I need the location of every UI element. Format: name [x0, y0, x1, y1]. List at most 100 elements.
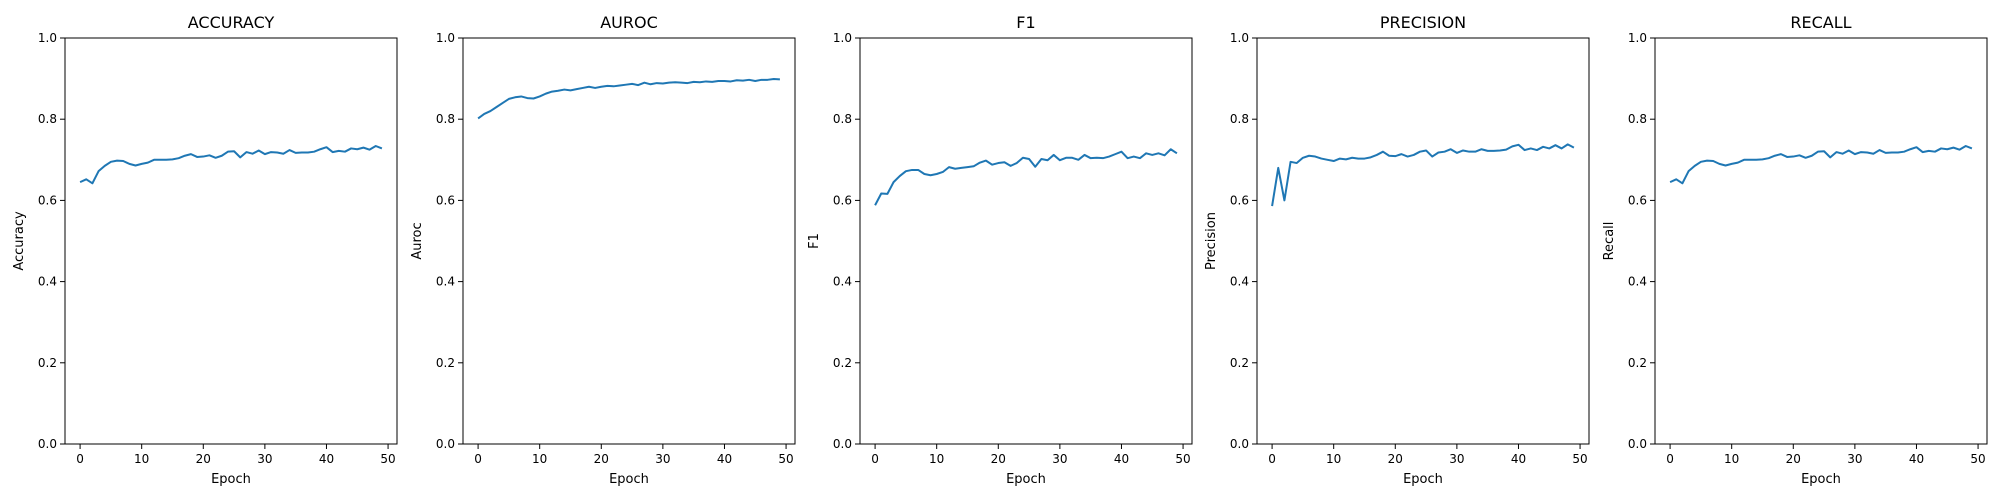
- data-point: [935, 173, 937, 175]
- data-point: [1829, 156, 1831, 158]
- data-point: [711, 81, 713, 83]
- x-tick-label: 0: [1666, 452, 1674, 466]
- data-point: [1059, 159, 1061, 161]
- y-tick-label: 0.4: [1628, 275, 1647, 289]
- data-point: [1718, 163, 1720, 165]
- data-point: [662, 82, 664, 84]
- y-tick-label: 0.0: [436, 437, 455, 451]
- data-point: [699, 81, 701, 83]
- data-point: [612, 85, 614, 87]
- x-tick-label: 0: [474, 452, 482, 466]
- data-point: [754, 80, 756, 82]
- data-point: [686, 82, 688, 84]
- data-point: [214, 157, 216, 159]
- data-point: [929, 174, 931, 176]
- data-point: [227, 150, 229, 152]
- data-point: [643, 81, 645, 83]
- data-point: [233, 150, 235, 152]
- data-point: [880, 192, 882, 194]
- x-tick-label: 20: [196, 452, 211, 466]
- data-point: [1700, 161, 1702, 163]
- data-point: [1077, 159, 1079, 161]
- series-line: [1669, 145, 1973, 185]
- data-point: [1755, 159, 1757, 161]
- chart-title: PRECISION: [1380, 13, 1466, 32]
- data-point: [1928, 150, 1930, 152]
- y-axis-label: Precision: [1204, 212, 1219, 270]
- data-point: [85, 178, 87, 180]
- data-point: [899, 175, 901, 177]
- data-point: [1308, 155, 1310, 157]
- y-tick-label: 1.0: [38, 31, 57, 45]
- chart-f1: F1 0 10 20 30 40 50 0.0 0.2 0.4 0.6 0.8 1.0 Epoch F1: [807, 13, 1193, 487]
- data-point: [1462, 149, 1464, 151]
- data-point: [1413, 154, 1415, 156]
- data-point: [1536, 149, 1538, 151]
- data-point: [1921, 151, 1923, 153]
- data-point: [1681, 182, 1683, 184]
- x-tick-label: 10: [134, 452, 149, 466]
- data-point: [594, 87, 596, 89]
- data-point: [1878, 149, 1880, 151]
- x-tick-label: 10: [1326, 452, 1341, 466]
- x-tick-label: 10: [929, 452, 944, 466]
- data-point: [381, 147, 383, 149]
- data-point: [1897, 151, 1899, 153]
- data-point: [588, 86, 590, 88]
- data-point: [1499, 149, 1501, 151]
- data-point: [705, 80, 707, 82]
- data-point: [159, 159, 161, 161]
- data-point: [375, 145, 377, 147]
- data-point: [917, 169, 919, 171]
- y-tick-label: 0.6: [1628, 193, 1647, 207]
- x-tick-label: 30: [257, 452, 272, 466]
- y-axis-label: Auroc: [410, 222, 425, 259]
- data-point: [208, 154, 210, 156]
- data-point: [1283, 199, 1285, 201]
- data-point: [1884, 152, 1886, 154]
- data-point: [184, 155, 186, 157]
- x-tick-label: 30: [1449, 452, 1464, 466]
- data-point: [874, 204, 876, 206]
- data-point: [773, 78, 775, 80]
- y-tick-label: 0.4: [833, 275, 852, 289]
- data-point: [264, 153, 266, 155]
- y-axis-label: F1: [807, 233, 822, 249]
- data-point: [1345, 158, 1347, 160]
- y-tick-label: 0.4: [1230, 275, 1249, 289]
- y-tick-label: 0.0: [38, 437, 57, 451]
- data-point: [1016, 162, 1018, 164]
- data-point: [1811, 155, 1813, 157]
- data-point: [1139, 157, 1141, 159]
- data-point: [680, 81, 682, 83]
- data-point: [1761, 158, 1763, 160]
- y-tick-label: 0.4: [38, 275, 57, 289]
- data-point: [1511, 145, 1513, 147]
- data-point: [526, 97, 528, 99]
- data-point: [1517, 144, 1519, 146]
- data-point: [270, 151, 272, 153]
- data-point: [196, 156, 198, 158]
- data-point: [1891, 151, 1893, 153]
- data-point: [606, 85, 608, 87]
- data-point: [886, 193, 888, 195]
- data-point: [1841, 153, 1843, 155]
- data-point: [1369, 156, 1371, 158]
- data-point: [1971, 147, 1973, 149]
- data-point: [1083, 154, 1085, 156]
- data-point: [1573, 146, 1575, 148]
- data-point: [239, 156, 241, 158]
- data-point: [1065, 157, 1067, 159]
- data-point: [1474, 150, 1476, 152]
- data-point: [350, 147, 352, 149]
- x-tick-label: 40: [1114, 452, 1129, 466]
- x-tick-label: 0: [1268, 452, 1276, 466]
- data-point: [1823, 150, 1825, 152]
- data-point: [1548, 147, 1550, 149]
- data-point: [495, 106, 497, 108]
- y-tick-label: 1.0: [833, 31, 852, 45]
- data-point: [1170, 148, 1172, 150]
- data-point: [282, 153, 284, 155]
- data-point: [128, 163, 130, 165]
- data-point: [1102, 157, 1104, 159]
